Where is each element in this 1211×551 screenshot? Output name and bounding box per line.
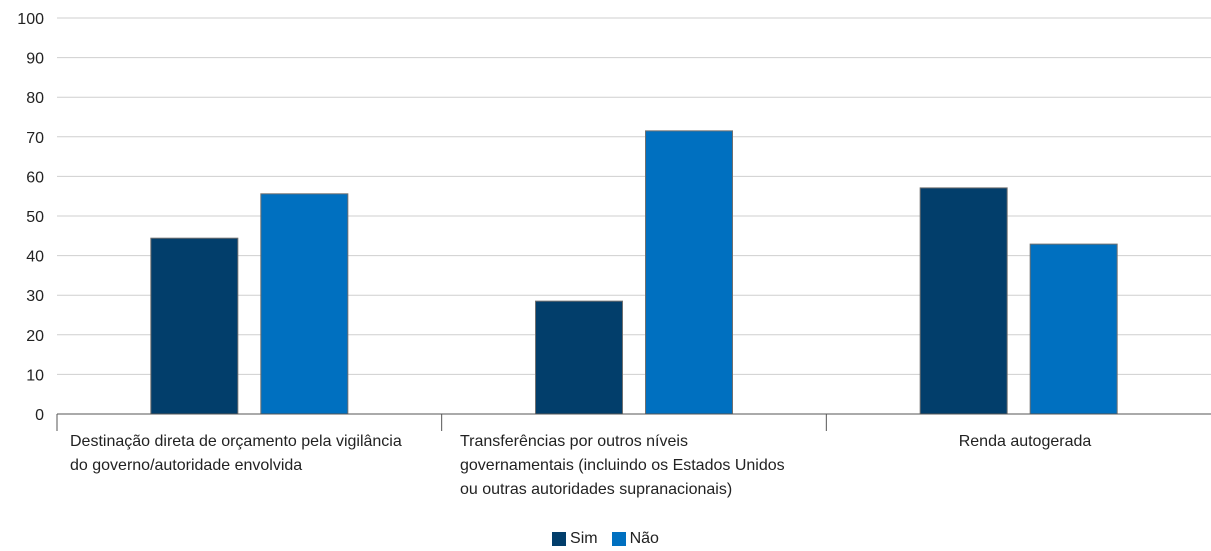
legend-label-sim: Sim (570, 530, 598, 547)
y-tick-label: 80 (26, 90, 44, 107)
category-label-line: Renda autogerada (958, 433, 1092, 450)
y-tick-label: 30 (26, 288, 44, 305)
y-tick-label: 60 (26, 169, 44, 186)
category-label-line: Transferências por outros níveis (460, 433, 688, 450)
legend-swatch-nao (611, 532, 626, 546)
bar-sim-2 (535, 300, 623, 415)
bar-no-1 (260, 193, 349, 415)
category-label-line: ou outras autoridades supranacionais) (460, 481, 733, 498)
category-label-2: Transferências por outros níveis governa… (460, 430, 830, 502)
y-tick-label: 50 (26, 209, 44, 226)
y-tick-label: 40 (26, 249, 44, 266)
legend-item-nao: Não (611, 530, 659, 548)
y-tick-label: 20 (26, 328, 44, 345)
bar-no-2 (645, 130, 733, 415)
category-label-line: governamentais (incluindo os Estados Uni… (460, 457, 785, 474)
legend-item-sim: Sim (552, 530, 598, 548)
bar-sim-3 (919, 187, 1008, 415)
y-tick-label: 10 (26, 367, 44, 384)
y-tick-label: 70 (26, 130, 44, 147)
y-tick-label: 90 (26, 51, 44, 68)
y-tick-label: 0 (35, 407, 44, 424)
legend-label-nao: Não (629, 530, 659, 547)
legend: Sim Não (0, 530, 1211, 548)
category-label-3: Renda autogerada (832, 430, 1211, 454)
category-label-line: Destinação direta de orçamento pela vigi… (70, 433, 402, 450)
y-tick-label: 100 (17, 11, 44, 28)
gridlines (57, 17, 1211, 375)
bar-no-3 (1029, 243, 1118, 415)
x-axis (56, 413, 1211, 431)
bar-sim-1 (150, 237, 239, 415)
category-label-line: do governo/autoridade envolvida (70, 457, 303, 474)
y-axis: 0 10 20 30 40 50 60 70 80 90 100 (17, 11, 44, 424)
category-label-1: Destinação direta de orçamento pela vigi… (70, 430, 440, 478)
bars (150, 130, 1118, 415)
legend-swatch-sim (552, 532, 567, 546)
